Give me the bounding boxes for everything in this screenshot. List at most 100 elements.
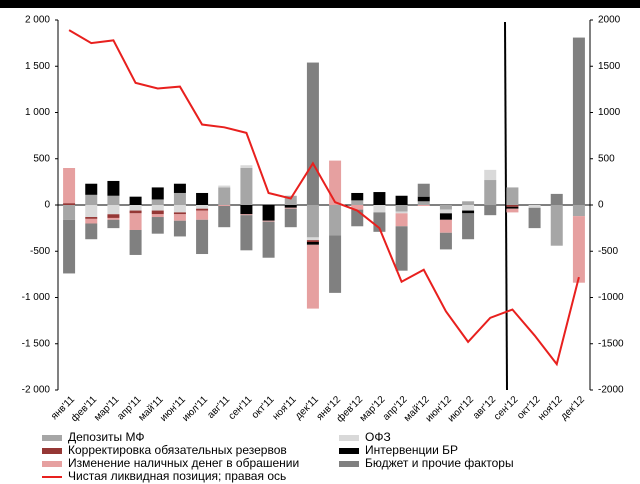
bar-segment: [506, 205, 519, 207]
bar-segment: [218, 185, 231, 188]
bar-segment: [439, 232, 452, 250]
bar-segment: [196, 208, 209, 211]
bar-segment: [107, 205, 120, 215]
bar-segment: [395, 226, 408, 271]
bar-segment: [240, 205, 253, 215]
bar-segment: [439, 213, 452, 220]
x-tick-label: мар'12: [358, 394, 388, 424]
bar-segment: [572, 37, 585, 206]
y-tick-label: -2 000: [22, 385, 51, 396]
bar-segment: [85, 217, 98, 219]
bar-segment: [240, 165, 253, 168]
bar-segment: [550, 193, 563, 205]
x-tick-label: дек'12: [559, 394, 587, 422]
bar-segment: [284, 205, 297, 208]
bar-segment: [196, 192, 209, 205]
legend-swatch: [42, 435, 62, 441]
bar-segment: [218, 187, 231, 205]
bar-segment: [173, 220, 186, 237]
bar-segment: [306, 244, 319, 309]
legend-swatch: [339, 461, 359, 467]
divider-line: [504, 21, 508, 391]
bar-segment: [329, 160, 342, 205]
bar-segment: [506, 187, 519, 205]
legend-swatch: [42, 461, 62, 467]
bar-segment: [262, 205, 275, 221]
top-bar: [0, 0, 640, 8]
bar-segment: [173, 183, 186, 193]
bar-segment: [395, 213, 408, 227]
bar-segment: [439, 205, 452, 210]
bar-segment: [173, 212, 186, 215]
bar-segment: [262, 221, 275, 258]
bar-segment: [306, 62, 319, 205]
legend-label: Корректировка обязательных резервов: [68, 443, 287, 457]
x-tick-label: ноя'12: [536, 394, 565, 423]
bar-segment: [572, 205, 585, 217]
bar-segment: [85, 183, 98, 195]
bar-segment: [262, 220, 275, 222]
bar-segment: [240, 215, 253, 251]
bar-segment: [484, 169, 497, 181]
bar-segment: [85, 205, 98, 218]
bar-segment: [63, 219, 76, 274]
y-tick-label: -1 000: [22, 292, 51, 303]
bar-segment: [306, 240, 319, 242]
bar-segment: [85, 218, 98, 224]
bar-segment: [151, 217, 164, 234]
line-series: [68, 29, 580, 367]
y-tick-label: -1 500: [22, 338, 51, 349]
bar-segment: [196, 210, 209, 220]
bar-segment: [417, 196, 430, 202]
y2-tick-label: 0: [598, 200, 604, 211]
bar-segment: [351, 192, 364, 201]
bar-segment: [196, 205, 209, 209]
bar-segment: [240, 214, 253, 216]
bar-segment: [151, 214, 164, 218]
bar-segment: [550, 205, 563, 246]
bar-segment: [506, 206, 519, 209]
bar-segment: [173, 205, 186, 213]
bar-segment: [528, 205, 541, 208]
bar-segment: [284, 207, 297, 209]
bar-segment: [506, 208, 519, 213]
bar-segment: [151, 210, 164, 215]
bar-segment: [85, 223, 98, 240]
y-tick-label: 0: [44, 200, 50, 211]
legend-swatch: [42, 448, 62, 454]
bar-segment: [395, 211, 408, 214]
bar-segment: [63, 168, 76, 204]
bar-segment: [395, 195, 408, 205]
bar-segment: [240, 168, 253, 205]
bar-segment: [373, 205, 386, 213]
bar-segment: [351, 200, 364, 205]
legend-swatch: [339, 435, 359, 441]
bar-segment: [439, 219, 452, 233]
y2-tick-label: -1500: [598, 338, 624, 349]
bar-segment: [151, 187, 164, 200]
y2-tick-label: -2000: [598, 385, 624, 396]
bar-segment: [284, 195, 297, 205]
y2-tick-label: 2000: [598, 15, 621, 26]
legend-label: Бюджет и прочие факторы: [365, 456, 514, 470]
y2-tick-label: 500: [598, 153, 615, 164]
bar-segment: [439, 209, 452, 214]
bar-segment: [572, 216, 585, 283]
x-tick-label: сен'11: [227, 394, 255, 422]
bar-segment: [151, 199, 164, 205]
y-tick-label: 1 000: [25, 107, 50, 118]
x-tick-label: мар'11: [92, 394, 122, 424]
legend-label: Депозиты МФ: [68, 430, 144, 444]
y2-tick-label: 1000: [598, 107, 621, 118]
bar-segment: [306, 237, 319, 241]
x-tick-label: ноя'11: [271, 394, 299, 422]
bar-segment: [218, 205, 231, 228]
bar-segment: [395, 205, 408, 212]
bar-segment: [129, 210, 142, 214]
bar-segment: [462, 213, 475, 240]
bar-segment: [462, 205, 475, 211]
x-tick-label: июл'12: [446, 394, 477, 425]
bar-segment: [151, 205, 164, 211]
bar-segment: [107, 180, 120, 196]
bar-segment: [351, 209, 364, 227]
